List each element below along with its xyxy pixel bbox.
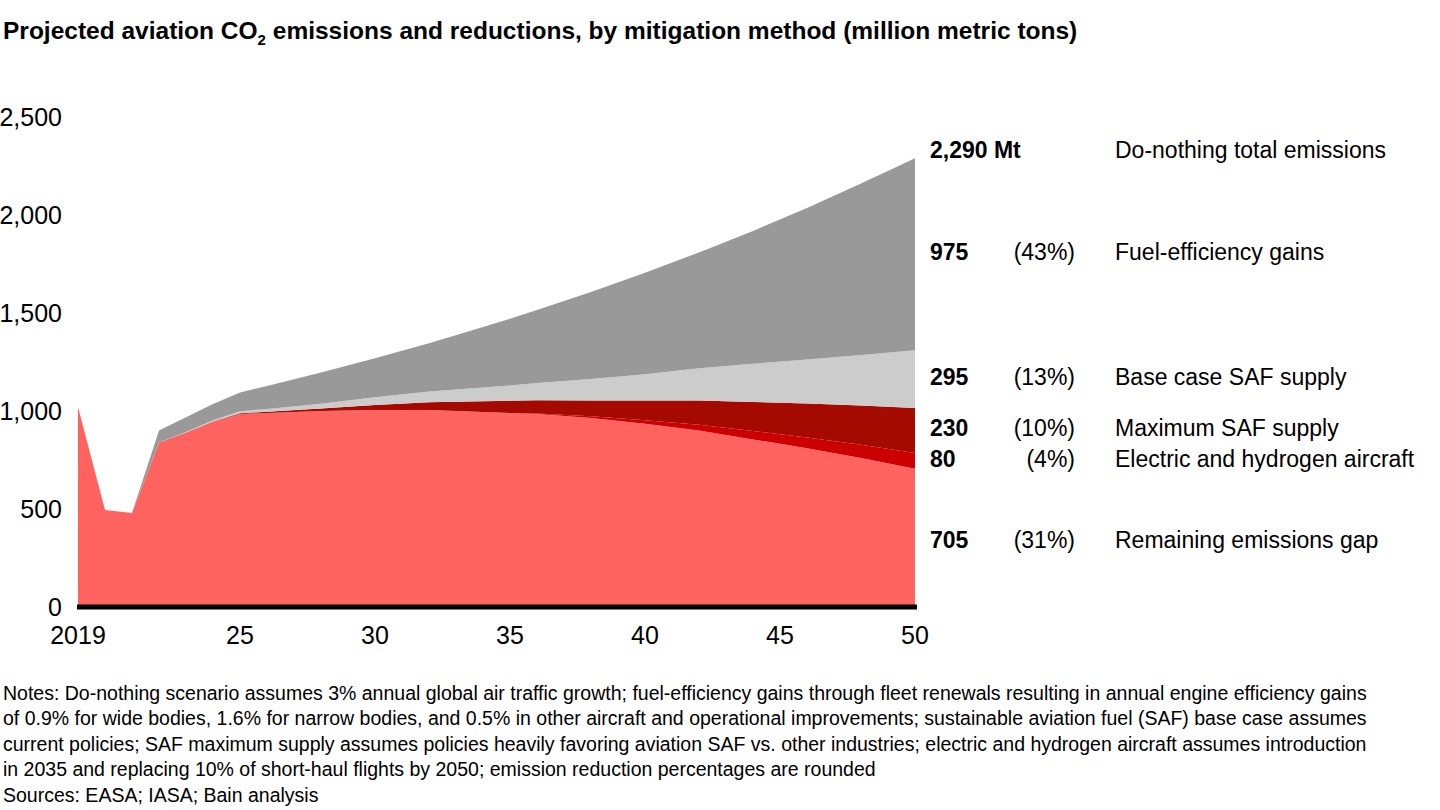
chart-page: Projected aviation CO2 emissions and red… — [0, 0, 1440, 810]
legend-row-fuel-efficiency: 975(43%) Fuel-efficiency gains — [930, 237, 1324, 267]
notes-line: current policies; SAF maximum supply ass… — [3, 732, 1367, 757]
sources-line: Sources: EASA; IASA; Bain analysis — [3, 783, 1367, 808]
legend-value: 705 — [930, 527, 1010, 554]
x-tick-label: 45 — [766, 621, 794, 649]
footnotes: Notes: Do-nothing scenario assumes 3% an… — [3, 681, 1367, 808]
legend-label: Base case SAF supply — [1115, 364, 1346, 391]
notes-line: Notes: Do-nothing scenario assumes 3% an… — [3, 681, 1367, 706]
legend-pct: (4%) — [1010, 446, 1075, 473]
y-tick-label: 0 — [0, 594, 62, 620]
notes-line: in 2035 and replacing 10% of short-haul … — [3, 757, 1367, 782]
legend-value: 230 — [930, 415, 1010, 442]
legend-row-electric-hydrogen: 80(4%) Electric and hydrogen aircraft — [930, 444, 1414, 474]
x-tick-label: 40 — [631, 621, 659, 649]
legend-label: Electric and hydrogen aircraft — [1115, 446, 1414, 473]
legend-label: Fuel-efficiency gains — [1115, 239, 1324, 266]
x-axis-line — [77, 605, 917, 610]
legend-label: Maximum SAF supply — [1115, 415, 1339, 442]
notes-line: of 0.9% for wide bodies, 1.6% for narrow… — [3, 706, 1367, 731]
legend-row-max-saf: 230(10%) Maximum SAF supply — [930, 413, 1339, 443]
legend-row-base-saf: 295(13%) Base case SAF supply — [930, 362, 1346, 392]
legend-label: Do-nothing total emissions — [1115, 137, 1386, 164]
legend-row-remaining-gap: 705(31%) Remaining emissions gap — [930, 525, 1378, 555]
legend-pct: (13%) — [1010, 364, 1075, 391]
legend-value: 975 — [930, 239, 1010, 266]
y-tick-label: 500 — [0, 496, 62, 522]
legend-value: 2,290 Mt — [930, 137, 1010, 164]
legend-pct: (31%) — [1010, 527, 1075, 554]
x-tick-label: 30 — [361, 621, 389, 649]
y-tick-label: 1,500 — [0, 300, 62, 326]
legend-pct: (10%) — [1010, 415, 1075, 442]
legend-label: Remaining emissions gap — [1115, 527, 1378, 554]
x-tick-label: 35 — [496, 621, 524, 649]
y-tick-label: 1,000 — [0, 398, 62, 424]
legend-pct: (43%) — [1010, 239, 1075, 266]
y-tick-label: 2,500 — [0, 104, 62, 130]
x-tick-label: 50 — [901, 621, 929, 649]
legend-value: 295 — [930, 364, 1010, 391]
x-tick-label: 25 — [226, 621, 254, 649]
legend-row-do-nothing: 2,290 Mt Do-nothing total emissions — [930, 135, 1386, 165]
x-tick-label: 2019 — [50, 621, 106, 649]
y-tick-label: 2,000 — [0, 202, 62, 228]
legend-value: 80 — [930, 446, 1010, 473]
